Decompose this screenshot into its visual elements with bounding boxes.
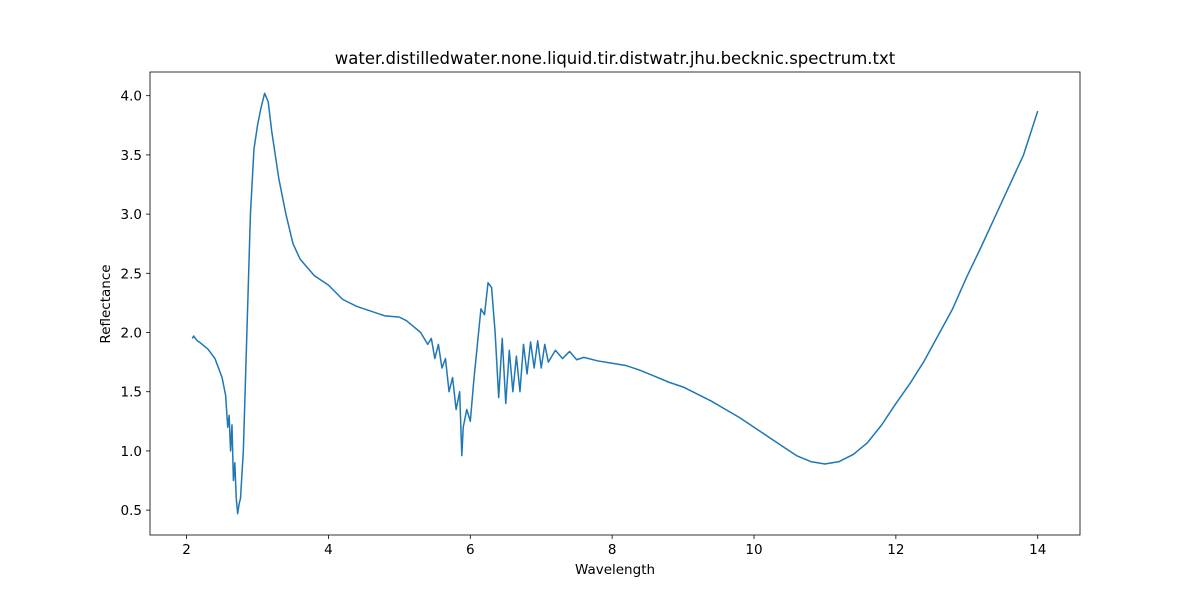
y-tick-label: 4.0 <box>121 89 142 105</box>
x-tick-label: 10 <box>745 542 762 558</box>
y-tick-label: 2.5 <box>121 266 142 282</box>
y-axis-label: Reflectance <box>98 264 114 343</box>
x-tick-label: 14 <box>1029 542 1046 558</box>
x-tick-label: 6 <box>466 542 475 558</box>
y-tick-label: 3.0 <box>121 207 142 223</box>
chart-title: water.distilledwater.none.liquid.tir.dis… <box>335 49 896 68</box>
plot-frame <box>149 71 1081 536</box>
data-line <box>191 92 1039 515</box>
x-axis-label: Wavelength <box>575 562 655 578</box>
y-tick-label: 2.0 <box>121 326 142 342</box>
x-tick-label: 2 <box>182 542 191 558</box>
y-tick-label: 1.0 <box>121 444 142 460</box>
x-tick-label: 8 <box>608 542 617 558</box>
y-tick-label: 3.5 <box>121 148 142 164</box>
x-tick-label: 12 <box>887 542 904 558</box>
y-tick-label: 1.5 <box>121 385 142 401</box>
x-tick-label: 4 <box>324 542 333 558</box>
y-tick-label: 0.5 <box>121 503 142 519</box>
